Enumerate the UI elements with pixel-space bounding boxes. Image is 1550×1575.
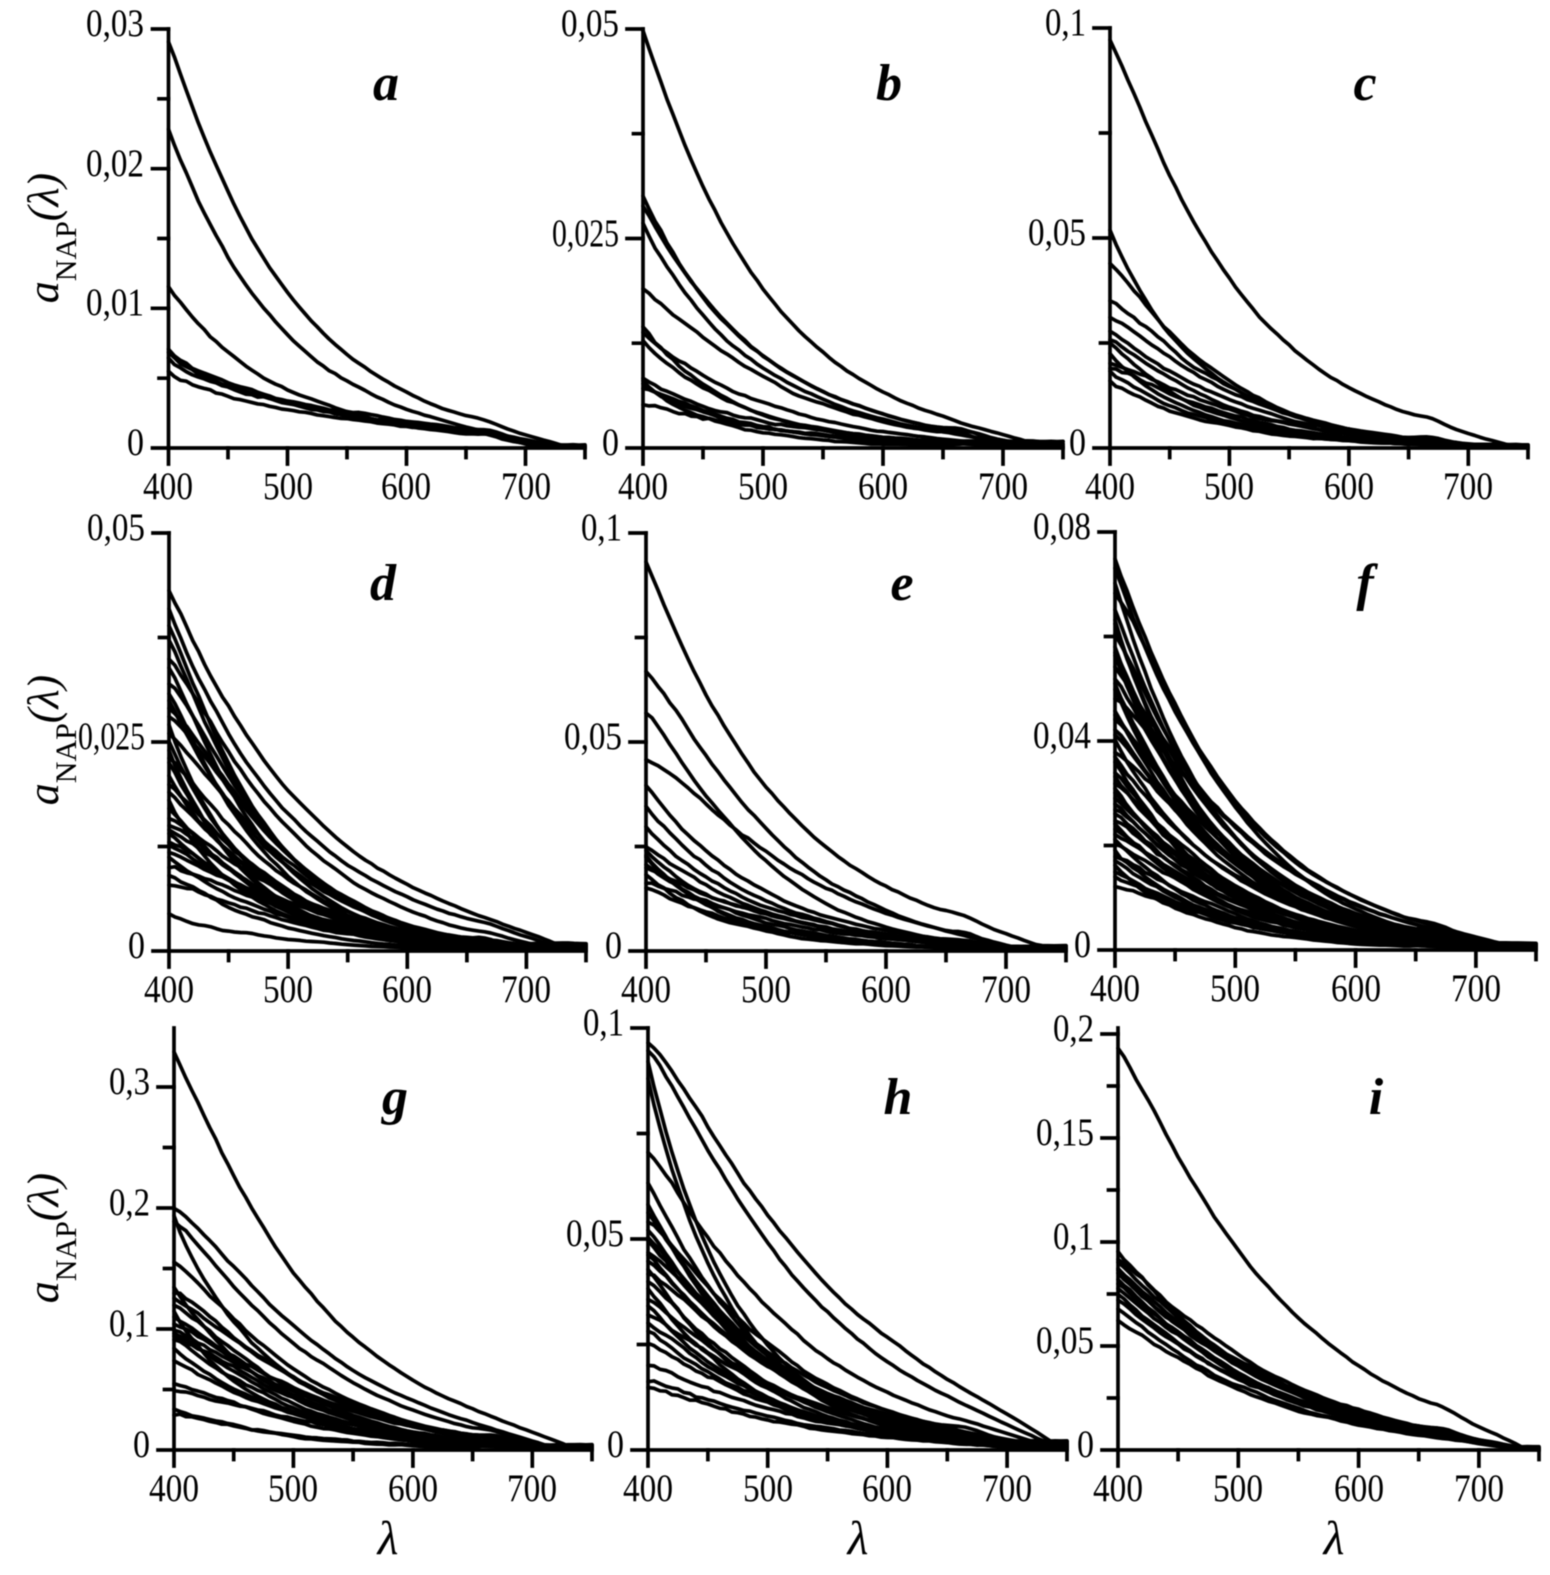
- svg-text:0: 0: [605, 924, 622, 967]
- svg-text:400: 400: [1090, 967, 1140, 1010]
- svg-text:0,1: 0,1: [109, 1302, 150, 1345]
- svg-text:h: h: [884, 1069, 913, 1126]
- svg-text:e: e: [890, 555, 913, 612]
- svg-text:500: 500: [263, 968, 313, 1011]
- svg-text:500: 500: [263, 465, 313, 508]
- svg-text:0,02: 0,02: [86, 142, 144, 185]
- svg-text:600: 600: [382, 968, 432, 1011]
- svg-text:400: 400: [623, 1467, 673, 1510]
- svg-text:a: a: [373, 55, 399, 112]
- svg-text:0,05: 0,05: [1036, 1319, 1094, 1362]
- svg-text:500: 500: [738, 465, 788, 508]
- svg-text:600: 600: [858, 465, 908, 508]
- svg-text:0,05: 0,05: [561, 2, 619, 45]
- svg-text:500: 500: [1210, 967, 1260, 1010]
- svg-text:λ: λ: [1322, 1512, 1345, 1565]
- svg-text:500: 500: [743, 1467, 793, 1510]
- svg-text:0,15: 0,15: [1036, 1111, 1094, 1154]
- svg-text:0: 0: [128, 924, 145, 967]
- svg-text:600: 600: [388, 1467, 438, 1510]
- svg-text:0: 0: [1069, 421, 1086, 464]
- svg-text:i: i: [1369, 1069, 1384, 1126]
- svg-text:0,05: 0,05: [87, 506, 145, 549]
- svg-text:400: 400: [144, 968, 194, 1011]
- svg-text:500: 500: [268, 1467, 318, 1510]
- svg-text:500: 500: [1213, 1467, 1263, 1510]
- svg-text:λ: λ: [376, 1512, 399, 1565]
- svg-text:400: 400: [1093, 1467, 1143, 1510]
- svg-text:600: 600: [1324, 465, 1374, 508]
- svg-text:0,03: 0,03: [86, 2, 144, 45]
- svg-text:700: 700: [507, 1467, 557, 1510]
- svg-text:700: 700: [1443, 465, 1493, 508]
- svg-text:0,3: 0,3: [109, 1060, 150, 1103]
- svg-text:700: 700: [1454, 1467, 1504, 1510]
- svg-text:0,04: 0,04: [1033, 714, 1091, 757]
- svg-text:0,1: 0,1: [583, 1001, 624, 1044]
- svg-text:0,025: 0,025: [552, 212, 619, 255]
- svg-text:0: 0: [602, 421, 619, 464]
- svg-text:d: d: [370, 555, 397, 612]
- svg-text:0: 0: [607, 1423, 624, 1466]
- svg-text:600: 600: [862, 1467, 912, 1510]
- svg-text:700: 700: [978, 465, 1028, 508]
- svg-text:c: c: [1353, 55, 1376, 112]
- svg-text:700: 700: [501, 968, 551, 1011]
- svg-text:700: 700: [981, 968, 1031, 1011]
- svg-text:b: b: [876, 55, 902, 112]
- svg-text:400: 400: [149, 1467, 199, 1510]
- svg-text:0,1: 0,1: [581, 506, 622, 549]
- svg-text:0: 0: [133, 1423, 150, 1466]
- svg-text:400: 400: [618, 465, 668, 508]
- svg-text:600: 600: [1331, 967, 1381, 1010]
- svg-text:600: 600: [1334, 1467, 1384, 1510]
- svg-text:λ: λ: [846, 1512, 869, 1565]
- svg-text:600: 600: [861, 968, 911, 1011]
- svg-text:f: f: [1356, 555, 1378, 612]
- svg-text:400: 400: [1085, 465, 1135, 508]
- svg-text:400: 400: [621, 968, 671, 1011]
- svg-text:0,01: 0,01: [86, 281, 144, 324]
- svg-text:aNAP(λ): aNAP(λ): [19, 675, 83, 805]
- svg-text:0,05: 0,05: [1028, 211, 1086, 254]
- svg-text:700: 700: [982, 1467, 1032, 1510]
- svg-text:0,2: 0,2: [109, 1181, 150, 1224]
- svg-text:0,08: 0,08: [1033, 505, 1091, 548]
- svg-text:0,025: 0,025: [78, 715, 145, 758]
- svg-text:g: g: [381, 1069, 408, 1126]
- svg-text:0,05: 0,05: [566, 1212, 624, 1255]
- svg-text:400: 400: [143, 465, 193, 508]
- svg-text:500: 500: [741, 968, 791, 1011]
- svg-text:0,1: 0,1: [1053, 1215, 1094, 1258]
- svg-text:0: 0: [127, 421, 144, 464]
- svg-text:0: 0: [1077, 1423, 1094, 1466]
- svg-text:700: 700: [501, 465, 551, 508]
- svg-text:0,2: 0,2: [1053, 1007, 1094, 1050]
- svg-text:500: 500: [1204, 465, 1254, 508]
- svg-text:700: 700: [1451, 967, 1501, 1010]
- svg-text:0,05: 0,05: [564, 715, 622, 758]
- svg-text:0,1: 0,1: [1045, 1, 1086, 44]
- svg-text:600: 600: [381, 465, 431, 508]
- svg-text:0: 0: [1074, 923, 1091, 966]
